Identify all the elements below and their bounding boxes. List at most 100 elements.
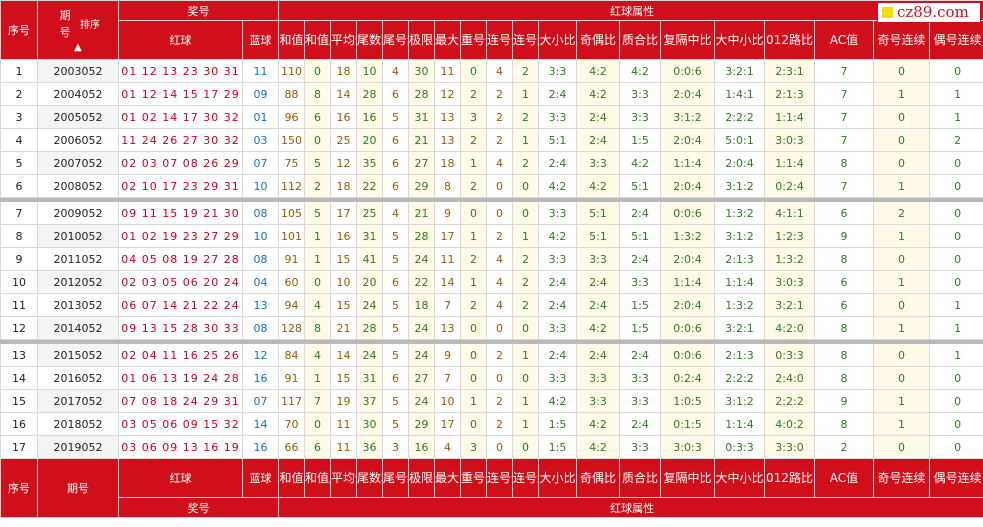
row-issue-number[interactable]: 2003052 — [37, 59, 119, 83]
row-attr-14: 3:1:2 — [714, 224, 765, 248]
row-attr-3: 22 — [356, 174, 383, 198]
row-attr-17: 0 — [873, 435, 930, 459]
row-attr-10: 3:3 — [538, 366, 577, 390]
row-attr-12: 5:1 — [619, 224, 661, 248]
row-issue-number[interactable]: 2015052 — [37, 343, 119, 367]
table-row: 1 2003052 01 12 13 23 30 31 11 110 0 18 10 4 30 11… — [0, 59, 983, 83]
row-issue-number[interactable]: 2004052 — [37, 82, 119, 106]
row-attr-17: 1 — [873, 412, 930, 436]
row-attr-10: 4:2 — [538, 389, 577, 413]
footer-col-14: 大中小比 — [714, 458, 765, 498]
row-attr-16: 7 — [814, 82, 874, 106]
row-attr-16: 8 — [814, 343, 874, 367]
row-attr-2: 19 — [330, 389, 357, 413]
row-attr-14: 2:2:2 — [714, 105, 765, 129]
row-index: 6 — [0, 174, 38, 198]
row-attr-2: 14 — [330, 343, 357, 367]
row-attr-10: 2:4 — [538, 343, 577, 367]
table-row: 11 2013052 06 07 14 21 22 24 13 94 4 15 24 5 18 7 2… — [0, 293, 983, 317]
row-issue-number[interactable]: 2007052 — [37, 151, 119, 175]
row-attr-17: 0 — [873, 151, 930, 175]
row-attr-13: 3:1:2 — [660, 105, 715, 129]
row-issue-number[interactable]: 2012052 — [37, 270, 119, 294]
site-logo[interactable]: cz89.com — [877, 2, 981, 23]
row-attr-7: 2 — [460, 128, 487, 152]
footer-col-18: 偶号连续 — [928, 458, 983, 498]
row-attr-16: 7 — [814, 128, 874, 152]
row-attr-11: 4:2 — [576, 82, 620, 106]
row-attr-15: 1:3:2 — [764, 247, 815, 271]
header-col-13: 复隔中比 — [660, 20, 715, 60]
row-issue-number[interactable]: 2014052 — [37, 316, 119, 340]
row-index: 14 — [0, 366, 38, 390]
row-attr-13: 0:0:6 — [660, 343, 715, 367]
row-attr-7: 2 — [460, 174, 487, 198]
row-attr-1: 1 — [304, 224, 331, 248]
row-issue-number[interactable]: 2016052 — [37, 366, 119, 390]
row-red-balls: 02 04 11 16 25 26 — [118, 343, 243, 367]
row-attr-8: 2 — [486, 343, 513, 367]
row-attr-13: 0:2:4 — [660, 366, 715, 390]
row-attr-10: 2:4 — [538, 82, 577, 106]
row-attr-0: 66 — [278, 435, 305, 459]
row-attr-4: 6 — [382, 270, 409, 294]
row-attr-15: 3:2:1 — [764, 293, 815, 317]
row-issue-number[interactable]: 2010052 — [37, 224, 119, 248]
row-attr-2: 11 — [330, 435, 357, 459]
footer-col-7: 重号个数 — [460, 458, 487, 498]
row-attr-3: 37 — [356, 389, 383, 413]
row-blue-ball: 16 — [242, 366, 279, 390]
header-col-1: 和值尾数 — [304, 20, 331, 60]
row-index: 9 — [0, 247, 38, 271]
row-issue-number[interactable]: 2018052 — [37, 412, 119, 436]
row-attr-6: 11 — [434, 247, 461, 271]
row-attr-8: 4 — [486, 270, 513, 294]
row-attr-18: 1 — [928, 293, 983, 317]
row-attr-11: 2:4 — [576, 128, 620, 152]
row-attr-7: 1 — [460, 270, 487, 294]
table-row: 4 2006052 11 24 26 27 30 32 03 150 0 25 20 6 21 13… — [0, 128, 983, 152]
row-issue-number[interactable]: 2013052 — [37, 293, 119, 317]
row-red-balls: 01 12 14 15 17 29 — [118, 82, 243, 106]
row-issue-number[interactable]: 2017052 — [37, 389, 119, 413]
row-attr-17: 0 — [873, 343, 930, 367]
row-attr-1: 0 — [304, 128, 331, 152]
row-issue-number[interactable]: 2005052 — [37, 105, 119, 129]
row-attr-16: 7 — [814, 174, 874, 198]
footer-col-5: 极限间距 — [408, 458, 435, 498]
row-attr-12: 2:4 — [619, 201, 661, 225]
row-attr-3: 24 — [356, 293, 383, 317]
row-attr-14: 0:3:3 — [714, 435, 765, 459]
row-attr-15: 3:3:0 — [764, 435, 815, 459]
row-attr-3: 20 — [356, 128, 383, 152]
row-attr-0: 88 — [278, 82, 305, 106]
row-attr-5: 27 — [408, 366, 435, 390]
row-attr-8: 0 — [486, 201, 513, 225]
row-attr-13: 3:0:3 — [660, 435, 715, 459]
row-attr-9: 2 — [512, 105, 539, 129]
row-issue-number[interactable]: 2008052 — [37, 174, 119, 198]
row-attr-0: 150 — [278, 128, 305, 152]
row-attr-8: 4 — [486, 59, 513, 83]
row-issue-number[interactable]: 2009052 — [37, 201, 119, 225]
row-attr-13: 2:0:4 — [660, 128, 715, 152]
footer-col-11: 奇偶比 — [576, 458, 620, 498]
row-attr-2: 15 — [330, 293, 357, 317]
row-issue-number[interactable]: 2011052 — [37, 247, 119, 271]
row-attr-14: 3:1:2 — [714, 174, 765, 198]
row-attr-9: 1 — [512, 128, 539, 152]
row-attr-8: 0 — [486, 316, 513, 340]
footer-col-10: 大小比 — [538, 458, 577, 498]
issue-header[interactable]: 期号 排序 ▲ — [37, 0, 119, 60]
blue-ball-header: 蓝球 — [242, 20, 279, 60]
row-attr-8: 4 — [486, 247, 513, 271]
row-issue-number[interactable]: 2006052 — [37, 128, 119, 152]
row-attr-9: 1 — [512, 82, 539, 106]
row-issue-number[interactable]: 2019052 — [37, 435, 119, 459]
row-attr-16: 2 — [814, 435, 874, 459]
footer-col-13: 复隔中比 — [660, 458, 715, 498]
sort-link[interactable]: 排序 ▲ — [74, 20, 100, 53]
row-attr-13: 0:0:6 — [660, 59, 715, 83]
row-attr-1: 5 — [304, 151, 331, 175]
